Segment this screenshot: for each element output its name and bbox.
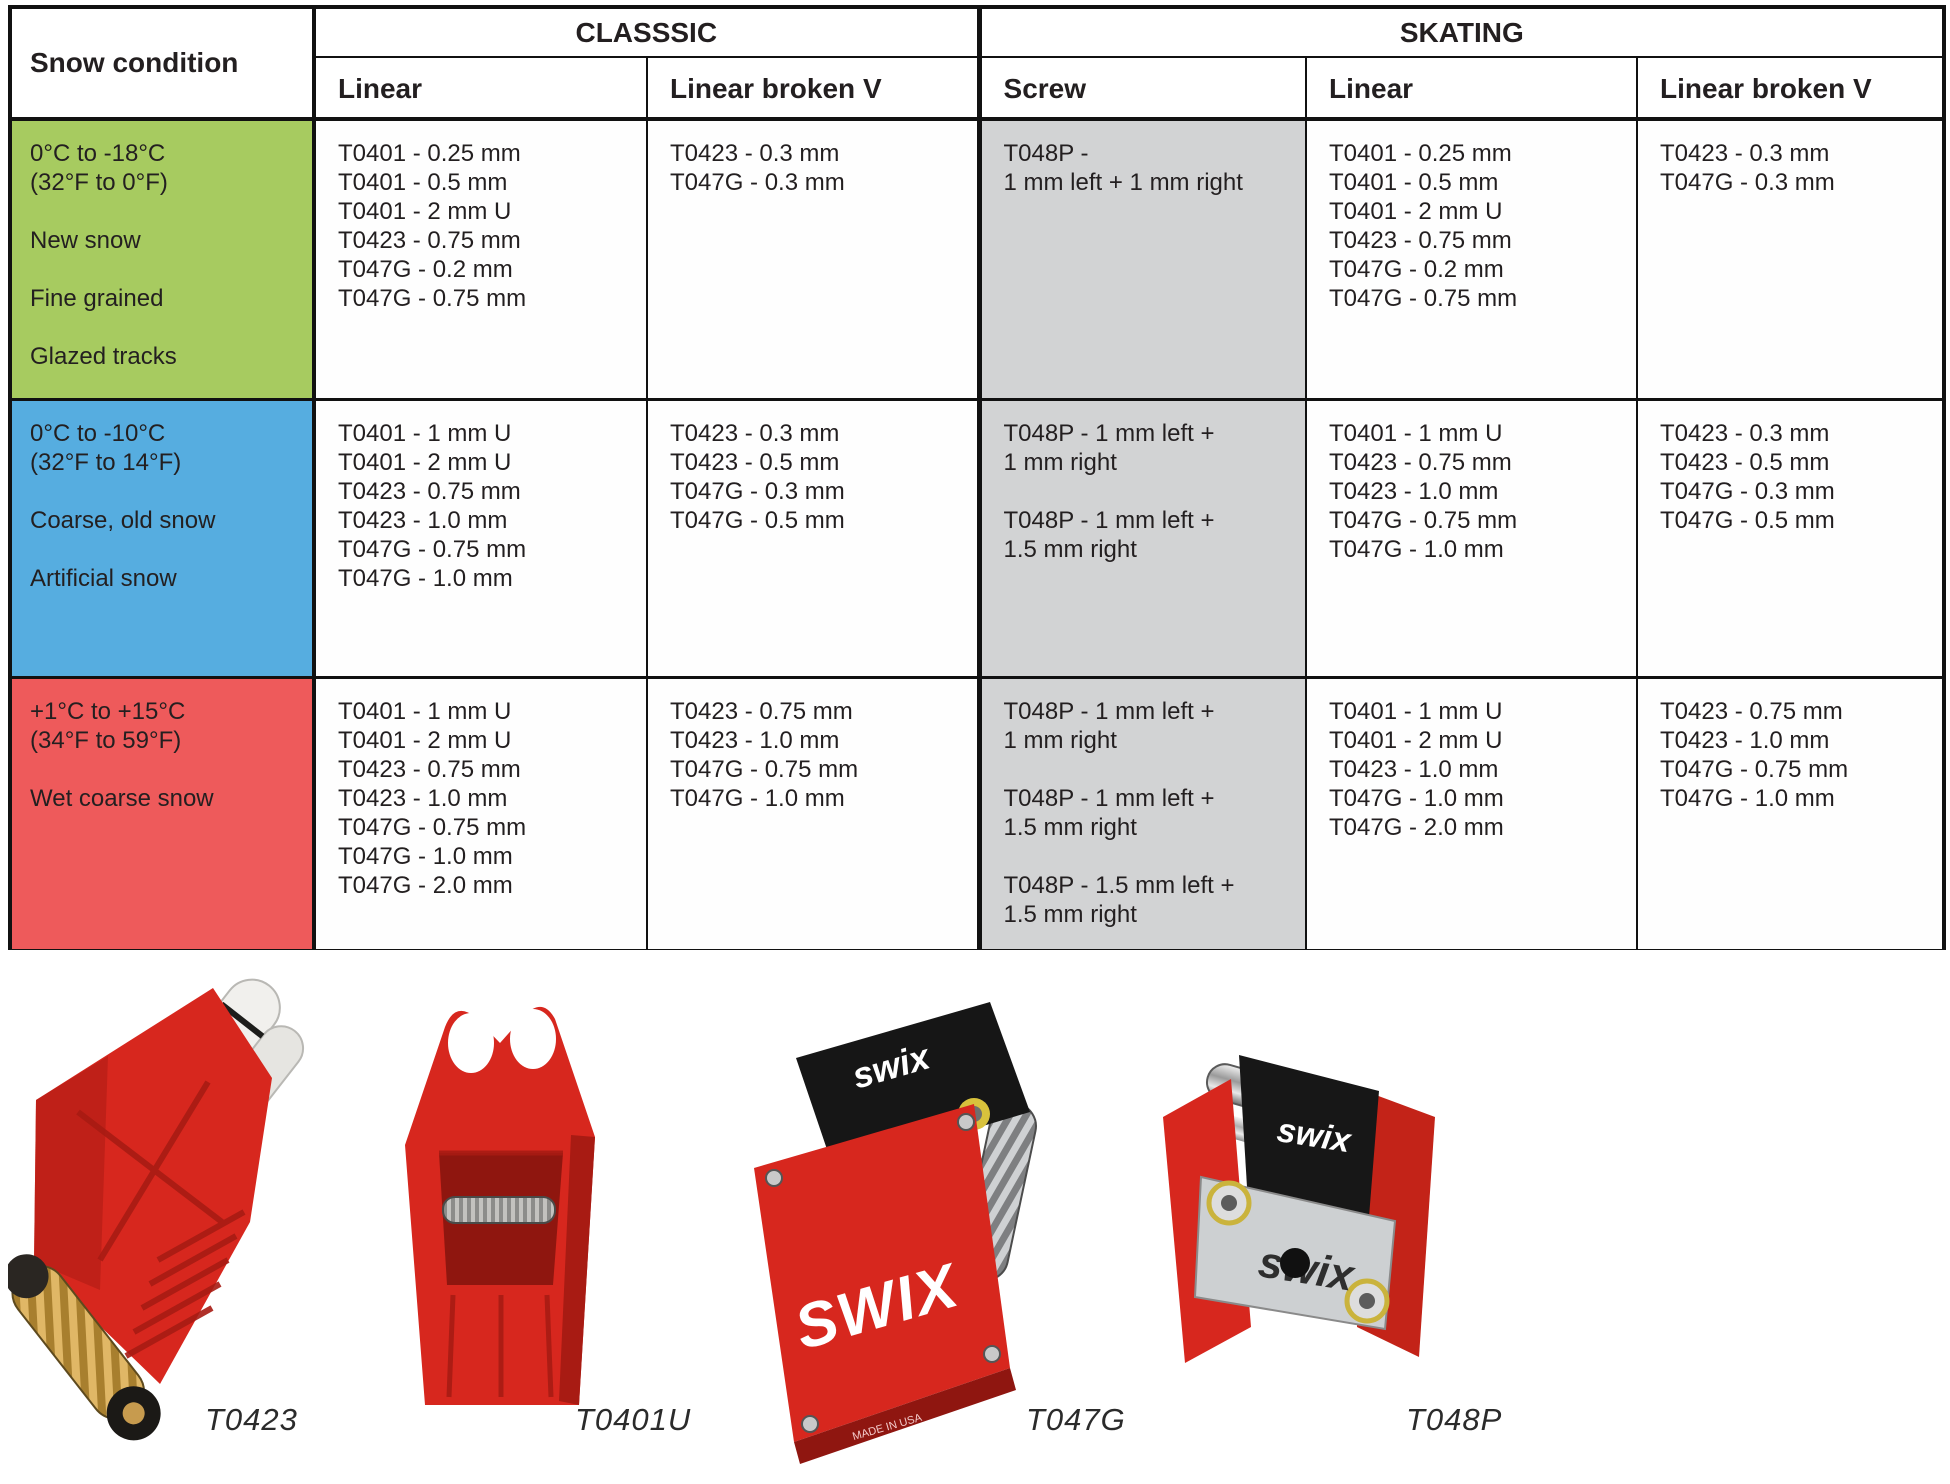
subheader-classic-linear-broken-v: Linear broken V [645, 56, 982, 121]
cell-classic-linear-broken-v: T0423 - 0.75 mm T0423 - 1.0 mm T047G - 0… [645, 675, 982, 953]
brass-structure-roller [8, 1254, 161, 1441]
snow-condition-cell: +1°C to +15°C (34°F to 59°F) Wet coarse … [9, 675, 316, 953]
product-image-t0423 [8, 978, 305, 1441]
product-image-t0401u [405, 1006, 595, 1405]
cell-skating-linear: T0401 - 0.25 mm T0401 - 0.5 mm T0401 - 2… [1305, 117, 1639, 401]
product-label-t048p: T048P [1406, 1402, 1503, 1437]
cell-skating-linear-broken-v: T0423 - 0.3 mm T047G - 0.3 mm [1636, 117, 1946, 401]
structure-selection-table: Snow condition CLASSSIC SKATING Linear L… [8, 5, 1947, 953]
cell-skating-screw: T048P - 1 mm left + 1 mm right [978, 117, 1308, 401]
cell-skating-screw: T048P - 1 mm left + 1 mm right T048P - 1… [978, 675, 1308, 953]
product-image-t047g: swix SWIX MADE IN USA [754, 1002, 1037, 1464]
subheader-skating-screw: Screw [978, 56, 1308, 121]
product-label-t047g: T047G [1026, 1402, 1126, 1437]
row-new-snow: 0°C to -18°C (32°F to 0°F) New snow Fine… [9, 117, 1946, 401]
cell-skating-linear-broken-v: T0423 - 0.75 mm T0423 - 1.0 mm T047G - 0… [1636, 675, 1946, 953]
snow-condition-header: Snow condition [9, 6, 316, 121]
header-classic: CLASSSIC [312, 6, 982, 58]
subheader-skating-linear: Linear [1305, 56, 1639, 121]
row-old-snow: 0°C to -10°C (32°F to 14°F) Coarse, old … [9, 397, 1946, 679]
snow-condition-cell: 0°C to -18°C (32°F to 0°F) New snow Fine… [9, 117, 316, 401]
subheader-skating-linear-broken-v: Linear broken V [1636, 56, 1946, 121]
cell-classic-linear: T0401 - 1 mm U T0401 - 2 mm U T0423 - 0.… [313, 675, 648, 953]
product-image-t048p: swix swix [1163, 1055, 1435, 1363]
cell-skating-screw: T048P - 1 mm left + 1 mm right T048P - 1… [978, 397, 1308, 679]
snow-condition-cell: 0°C to -10°C (32°F to 14°F) Coarse, old … [9, 397, 316, 679]
header-skating: SKATING [978, 6, 1946, 58]
row-wet-snow: +1°C to +15°C (34°F to 59°F) Wet coarse … [9, 675, 1946, 953]
cell-classic-linear: T0401 - 0.25 mm T0401 - 0.5 mm T0401 - 2… [313, 117, 648, 401]
cell-classic-linear: T0401 - 1 mm U T0401 - 2 mm U T0423 - 0.… [313, 397, 648, 679]
subheader-classic-linear: Linear [313, 56, 648, 121]
cell-classic-linear-broken-v: T0423 - 0.3 mm T0423 - 0.5 mm T047G - 0.… [645, 397, 982, 679]
product-label-t0423: T0423 [205, 1402, 298, 1437]
cell-skating-linear: T0401 - 1 mm U T0423 - 0.75 mm T0423 - 1… [1305, 397, 1639, 679]
cell-skating-linear-broken-v: T0423 - 0.3 mm T0423 - 0.5 mm T047G - 0.… [1636, 397, 1946, 679]
cell-classic-linear-broken-v: T0423 - 0.3 mm T047G - 0.3 mm [645, 117, 982, 401]
product-label-t0401u: T0401U [575, 1402, 692, 1437]
cell-skating-linear: T0401 - 1 mm U T0401 - 2 mm U T0423 - 1.… [1305, 675, 1639, 953]
product-photos-strip: T0423 T0401U [0, 950, 1950, 1484]
